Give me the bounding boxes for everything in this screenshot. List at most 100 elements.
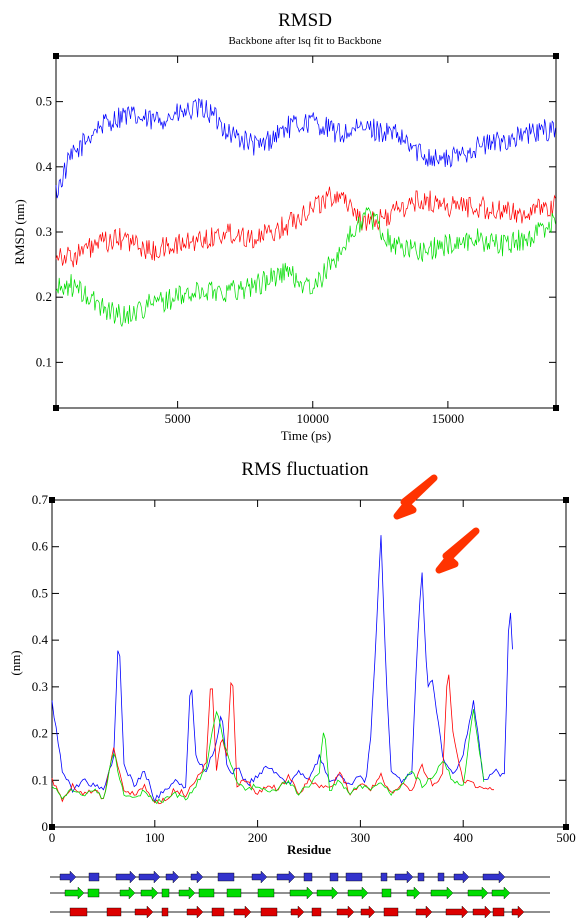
y-tick-label: 0.4: [32, 632, 49, 647]
ss-helix: [198, 888, 215, 898]
y-tick-label: 0: [42, 819, 49, 834]
rmsf-series-group: [51, 535, 513, 805]
x-tick-label: 200: [248, 830, 268, 845]
ss-strand-arrow: [289, 886, 314, 900]
ss-strand-arrow: [415, 905, 433, 918]
ss-strand-arrow: [178, 886, 196, 900]
ss-helix: [161, 907, 169, 917]
ss-strand-arrow: [59, 870, 77, 884]
corner-marker: [49, 824, 55, 830]
rmsf-chart: RMS fluctuation 0 100 200 300 400 50000.10.20…: [8, 459, 576, 857]
ss-strand-arrow: [119, 886, 136, 900]
series-line-1: [55, 97, 556, 199]
series-line-2: [51, 674, 494, 805]
x-tick-label: 0: [49, 830, 56, 845]
ss-strand-arrow: [233, 905, 252, 918]
series-line-3: [55, 206, 556, 328]
ss-strand-arrow: [276, 870, 296, 884]
x-tick-label: 10000: [297, 411, 330, 426]
y-tick-label: 0.4: [36, 159, 53, 174]
y-tick-label: 0.5: [32, 585, 48, 600]
ss-strand-arrow: [165, 870, 180, 884]
ss-helix: [303, 872, 313, 882]
ss-strand-arrow: [445, 905, 469, 918]
ss-strand-arrow: [190, 870, 204, 884]
annotation-arrow-1: [393, 474, 438, 520]
rmsd-plot-frame: [55, 55, 557, 409]
ss-strand-arrow: [360, 905, 376, 918]
ss-helix: [87, 888, 100, 898]
y-tick-label: 0.6: [32, 539, 49, 554]
ss-helix: [226, 888, 242, 898]
ss-strand-arrow: [406, 886, 421, 900]
rmsd-x-axis-label: Time (ps): [281, 428, 331, 443]
corner-marker: [53, 53, 59, 59]
rmsf-x-axis-label: Residue: [287, 842, 331, 857]
ss-strand-arrow: [467, 886, 489, 900]
ss-helix: [492, 907, 505, 917]
x-tick-label: 500: [556, 830, 576, 845]
ss-helix: [260, 907, 278, 917]
ss-strand-arrow: [64, 886, 85, 900]
y-tick-label: 0.3: [32, 679, 48, 694]
x-tick-label: 400: [453, 830, 473, 845]
ss-strand-arrow: [511, 905, 525, 918]
ss-helix: [381, 888, 392, 898]
series-line-1: [51, 535, 513, 803]
rmsd-chart: RMSD Backbone after lsq fit to Backbone …: [12, 10, 559, 443]
ss-strand-arrow: [134, 905, 154, 918]
ss-helix: [380, 872, 388, 882]
ss-helix: [217, 872, 235, 882]
ss-strand-arrow: [453, 870, 470, 884]
y-tick-label: 0.2: [36, 289, 52, 304]
ss-strand-arrow: [347, 886, 369, 900]
corner-marker: [553, 53, 559, 59]
ss-strand-arrow: [482, 870, 506, 884]
rmsf-axis-ticks: 0 100 200 300 400 500 0 0.1 0.2 0.3 0.4 0.5 0.6 0.7: [32, 492, 576, 845]
secondary-structure-tracks: [50, 870, 550, 918]
x-tick-label: 100: [145, 830, 165, 845]
rmsd-subtitle: Backbone after lsq fit to Backbone: [228, 35, 381, 47]
y-tick-label: 0.3: [36, 224, 52, 239]
ss-strand-arrow: [472, 905, 492, 918]
rmsd-title: RMSD: [278, 10, 332, 31]
ss-helix: [383, 907, 399, 917]
x-tick-label: 5000: [165, 411, 191, 426]
corner-marker: [563, 824, 569, 830]
annotation-arrow-2: [435, 527, 480, 574]
corner-marker: [553, 405, 559, 411]
rmsf-y-axis-label: (nm): [8, 650, 23, 675]
ss-helix: [437, 872, 445, 882]
ss-helix: [88, 872, 100, 882]
x-tick-label: 15000: [432, 411, 465, 426]
rmsd-axis-ticks: 5000 10000 15000 0.1 0.2 0.3 0.4 0.5: [36, 53, 559, 426]
ss-helix: [311, 907, 322, 917]
ss-strand-arrow: [186, 905, 204, 918]
ss-helix: [69, 907, 88, 917]
corner-marker: [563, 497, 569, 503]
ss-strand-arrow: [316, 886, 339, 900]
corner-marker: [49, 497, 55, 503]
ss-strand-arrow: [290, 905, 305, 918]
rmsd-y-axis-label: RMSD (nm): [12, 199, 27, 264]
rmsf-plot-frame: [51, 499, 567, 828]
y-tick-label: 0.1: [32, 772, 48, 787]
y-tick-label: 0.2: [32, 726, 48, 741]
ss-strand-arrow: [115, 870, 137, 884]
ss-helix: [211, 907, 225, 917]
ss-helix: [161, 888, 170, 898]
ss-strand-arrow: [251, 870, 268, 884]
rmsd-series-group: [55, 97, 556, 328]
rmsf-title: RMS fluctuation: [241, 459, 369, 480]
ss-helix: [257, 888, 275, 898]
ss-helix: [417, 872, 425, 882]
ss-strand-arrow: [491, 886, 511, 900]
y-tick-label: 0.1: [36, 354, 52, 369]
y-tick-label: 0.5: [36, 94, 52, 109]
ss-helix: [329, 872, 339, 882]
ss-strand-arrow: [336, 905, 355, 918]
ss-strand-arrow: [430, 886, 454, 900]
ss-helix: [106, 907, 122, 917]
ss-helix: [345, 872, 363, 882]
